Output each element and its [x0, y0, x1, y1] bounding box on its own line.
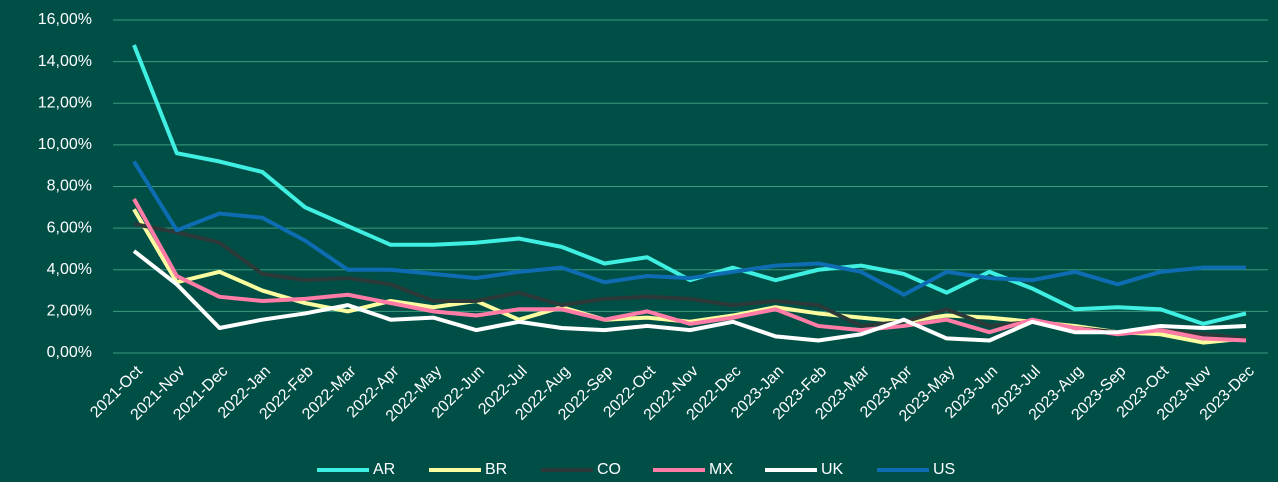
y-tick-label: 4,00%	[47, 261, 92, 278]
y-tick-label: 10,00%	[38, 136, 92, 153]
legend-label: BR	[485, 461, 507, 478]
series-line	[132, 44, 1247, 326]
y-tick-label: 14,00%	[38, 53, 92, 70]
y-tick-label: 0,00%	[47, 344, 92, 361]
legend-label: CO	[597, 461, 621, 478]
legend-label: US	[933, 461, 955, 478]
y-tick-label: 8,00%	[47, 178, 92, 195]
legend-label: UK	[821, 461, 844, 478]
series-line	[132, 160, 1246, 297]
y-tick-label: 16,00%	[38, 11, 92, 28]
y-tick-label: 6,00%	[47, 219, 92, 236]
y-tick-label: 2,00%	[47, 303, 92, 320]
legend-label: MX	[709, 461, 733, 478]
series-line	[132, 249, 1247, 343]
y-tick-label: 12,00%	[38, 94, 92, 111]
series-line	[132, 198, 1247, 343]
legend-label: AR	[373, 461, 395, 478]
